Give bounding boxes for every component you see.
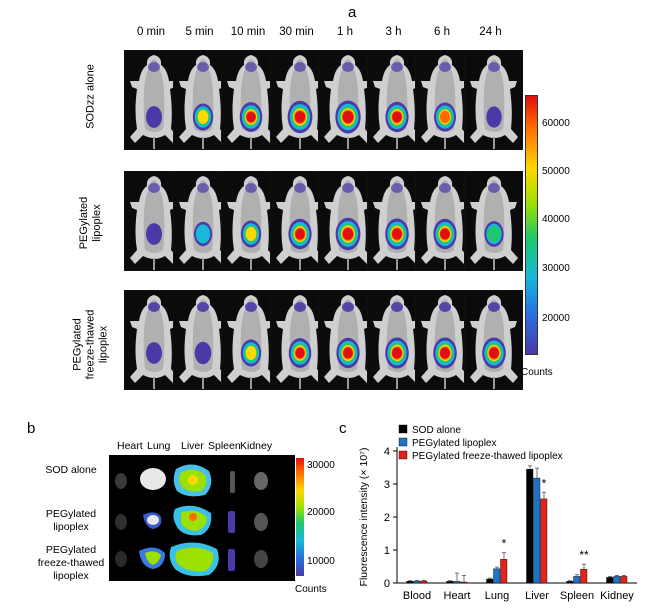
row-label-sod-alone: SODzz alone [84,64,97,129]
y-tick-label: 1 [384,545,390,557]
bar [566,581,574,584]
colorbar-b-tick: 30000 [307,460,335,471]
x-tick-label: Liver [525,590,549,602]
colorbar-b-unit: Counts [295,584,327,595]
legend-swatch [398,450,408,460]
mouse-image-tile [366,50,426,150]
bar [460,581,468,584]
y-tick-label: 4 [384,446,390,458]
row-label-peg-ft-lipoplex: PEGylated freeze-thawed lipoplex [71,309,110,380]
x-tick-label: Lung [485,590,509,602]
bar [406,581,414,584]
colorbar-b-tick: 20000 [307,507,335,518]
organ-label: Spleen [208,440,241,452]
bar [420,580,428,584]
organ-row-peg-ft-lipoplex [115,542,268,577]
bar [526,468,534,584]
bar [620,576,628,584]
bar [613,576,621,584]
organ-label: Kidney [240,440,273,452]
colorbar-b-tick: 10000 [307,556,335,567]
y-tick-label: 2 [384,512,390,524]
significance-mark: * [542,476,547,490]
bar [413,580,421,584]
b-row-label-peg-lipoplex: PEGylated lipoplex [45,508,97,533]
bar [580,568,588,584]
organ-label: Lung [147,440,171,452]
time-label: 0 min [136,26,166,38]
legend-label: SOD alone [412,425,461,436]
panel-c-label: c [339,420,347,437]
organ-label: Liver [181,440,204,452]
organ-label: Heart [117,440,143,452]
organ-row-peg-lipoplex [115,505,268,536]
b-row-label-sod-alone: SOD alone [45,464,97,476]
time-label: 10 min [230,26,266,38]
legend-swatch [398,424,408,434]
bar [606,577,614,584]
mouse-image-tile [463,290,523,390]
colorbar-a-tick: 20000 [542,313,570,324]
colorbar-a-unit: Counts [521,367,553,378]
colorbar-a-tick: 30000 [542,263,570,274]
colorbar-a-tick: 40000 [542,214,570,225]
mouse-image-tile [463,50,523,150]
colorbar-a-tick: 50000 [542,166,570,177]
colorbar-a [525,95,538,355]
bar [486,578,494,584]
mouse-image-tile [172,50,232,150]
time-label: 3 h [385,26,402,38]
organ-row-sod-alone [115,464,268,497]
panel-a-label: a [348,4,357,21]
legend-label: PEGylated lipoplex [412,438,497,449]
colorbar-b [296,458,304,576]
x-tick-label: Spleen [560,590,594,602]
y-tick-label: 3 [384,479,390,491]
time-label: 5 min [185,26,214,38]
mouse-image-tile [463,171,523,271]
time-label: 1 h [337,26,353,38]
organ-image-panel [109,455,295,581]
y-tick-label: 0 [384,578,390,590]
legend-swatch [398,437,408,447]
x-tick-label: Blood [403,590,431,602]
time-label: 24 h [479,26,502,38]
bar [446,581,454,584]
bar [573,576,581,584]
bar [540,498,548,584]
y-axis-label: Fluorescence intensity (× 10⁷) [358,448,370,587]
mouse-image-tile [366,290,426,390]
colorbar-a-tick: 60000 [542,118,570,129]
time-label: 6 h [434,26,450,38]
row-label-peg-lipoplex: PEGylated lipoplex [78,196,103,250]
b-row-label-peg-ft-lipoplex: PEGylated freeze-thawed lipoplex [37,544,105,582]
significance-mark: * [502,537,507,551]
bar [453,581,461,584]
bar [493,568,501,584]
significance-mark: ** [579,548,589,562]
time-label: 30 min [279,26,314,38]
bar [500,559,508,584]
x-tick-label: Kidney [600,590,634,602]
x-tick-label: Heart [444,590,471,602]
bar-chart: 0 1 2 3 4 Fluorescence intensity (× 10⁷) Blood… [358,424,637,602]
panel-b-label: b [27,420,36,437]
legend-label: PEGylated freeze-thawed lipoplex [412,451,563,462]
bar [533,477,541,584]
